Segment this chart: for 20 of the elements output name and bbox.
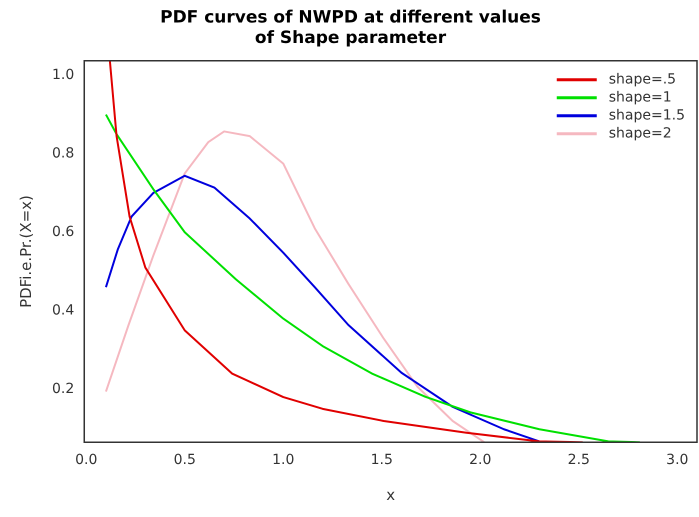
y-axis-title: PDFi.e.Pr.(X=x) (16, 195, 35, 308)
y-tick-label: 0.4 (52, 302, 74, 318)
legend-label: shape=1.5 (608, 107, 686, 124)
x-tick-label: 3.0 (666, 452, 688, 468)
legend-label: shape=2 (608, 125, 672, 142)
text: PDF curves of NWPD at different values (160, 8, 541, 28)
y-tick-label: 0.8 (52, 145, 74, 162)
x-tick-label: 2.5 (568, 452, 590, 468)
y-tick-label: 1.0 (52, 66, 74, 83)
x-tick-label: 1.5 (370, 452, 393, 468)
y-tick-label: 0.6 (52, 224, 74, 240)
x-tick-label: 2.0 (469, 452, 492, 468)
x-axis-title: x (386, 486, 396, 504)
x-tick-label: 0.5 (174, 452, 196, 468)
legend-label: shape=.5 (608, 71, 676, 88)
text: of Shape parameter (254, 28, 446, 48)
x-tick-label: 1.0 (272, 452, 294, 468)
y-tick-label: 0.2 (52, 380, 74, 397)
x-tick-label: 0.0 (75, 452, 98, 468)
legend-label: shape=1 (608, 89, 672, 106)
